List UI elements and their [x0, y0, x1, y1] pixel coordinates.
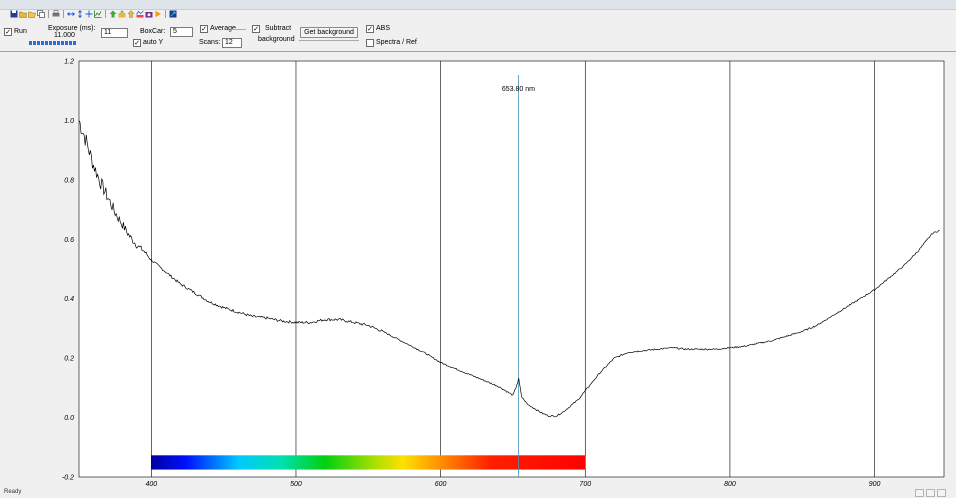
- spectrum-chart[interactable]: 400 500 600 700 800 900 -0.2 0.0 0.2 0.4 0.6 0.8 1.0…: [0, 51, 956, 488]
- save-icon[interactable]: [10, 10, 18, 18]
- horizontal-arrows-icon[interactable]: [67, 10, 75, 18]
- status-panel-1: [915, 489, 924, 497]
- exposure-readout: 11.000: [54, 32, 75, 39]
- boxcar-label: BoxCar:: [140, 28, 166, 35]
- move-icon[interactable]: [85, 10, 93, 18]
- status-panel-2: [926, 489, 935, 497]
- x-tick-label: 400: [145, 481, 157, 488]
- subtract-label: Subtract: [265, 25, 292, 32]
- control-panel: ✓ Run Exposure (ms): 11.000 11 BoxCar: 5…: [0, 19, 956, 52]
- toolbar-separator: [165, 10, 166, 18]
- zoom-fit-icon[interactable]: [169, 10, 177, 18]
- cursor-wavelength-label: 653.80 nm: [502, 86, 535, 93]
- spectrum-icon[interactable]: [136, 10, 144, 18]
- y-tick-label: 1.2: [64, 59, 74, 66]
- abs-label: ABS: [376, 25, 391, 32]
- average-label: Average: [210, 25, 236, 32]
- open-folder-icon[interactable]: [28, 10, 36, 18]
- copy-icon[interactable]: [37, 10, 45, 18]
- abs-checkbox[interactable]: ✓: [366, 25, 374, 33]
- camera-icon[interactable]: [145, 10, 153, 18]
- status-bar: Ready: [0, 488, 956, 498]
- average-separator: [231, 29, 246, 30]
- acquisition-progress: [29, 41, 76, 45]
- status-panel-3: [937, 489, 946, 497]
- subtract-background-checkbox[interactable]: ✓: [252, 25, 260, 33]
- exposure-input[interactable]: 11: [101, 28, 128, 38]
- play-icon[interactable]: [154, 10, 162, 18]
- y-tick-label: 0.4: [64, 296, 74, 303]
- toolbar-separator: [63, 10, 64, 18]
- x-tick-label: 900: [869, 481, 881, 488]
- run-checkbox[interactable]: ✓: [4, 28, 12, 36]
- scans-label: Scans:: [199, 39, 221, 46]
- background-label: background: [258, 36, 295, 43]
- get-background-button[interactable]: Get background: [300, 27, 358, 38]
- boxcar-input[interactable]: 5: [170, 27, 193, 37]
- y-tick-label: 0.6: [64, 237, 74, 244]
- arrow-up-icon[interactable]: [127, 10, 135, 18]
- y-tick-label: 0.0: [64, 415, 74, 422]
- status-text: Ready: [4, 489, 22, 495]
- button-underline: [299, 40, 359, 41]
- exposure-label: Exposure (ms):: [48, 25, 96, 32]
- average-checkbox[interactable]: ✓: [200, 25, 208, 33]
- print-icon[interactable]: [52, 10, 60, 18]
- y-tick-label: 0.2: [64, 356, 74, 363]
- auto-y-label: auto Y: [143, 39, 164, 46]
- visible-spectrum-bar: [151, 455, 586, 470]
- toolbar-separator: [48, 10, 49, 18]
- folder-up-icon[interactable]: [118, 10, 126, 18]
- auto-y-checkbox[interactable]: ✓: [133, 39, 141, 47]
- open-icon[interactable]: [19, 10, 27, 18]
- run-label: Run: [14, 28, 27, 35]
- menu-bar: [0, 0, 956, 10]
- x-tick-label: 700: [579, 481, 591, 488]
- y-tick-label: -0.2: [62, 475, 74, 482]
- x-tick-label: 500: [290, 481, 302, 488]
- spectra-ref-label: Spectra / Ref: [376, 39, 417, 46]
- toolbar: [0, 9, 956, 19]
- upload-icon[interactable]: [109, 10, 117, 18]
- toolbar-separator: [105, 10, 106, 18]
- plot-area: [78, 60, 945, 478]
- y-tick-label: 1.0: [64, 118, 74, 125]
- spectrum-plot[interactable]: 400 500 600 700 800 900 -0.2 0.0 0.2 0.4 0.6 0.8 1.0…: [0, 51, 956, 488]
- spectra-ref-checkbox[interactable]: [366, 39, 374, 47]
- x-tick-label: 800: [724, 481, 736, 488]
- y-tick-label: 0.8: [64, 177, 74, 184]
- x-tick-label: 600: [435, 481, 447, 488]
- scans-input[interactable]: 12: [222, 38, 242, 48]
- absorbance-series: [78, 120, 940, 418]
- vertical-arrows-icon[interactable]: [76, 10, 84, 18]
- chart-icon[interactable]: [94, 10, 102, 18]
